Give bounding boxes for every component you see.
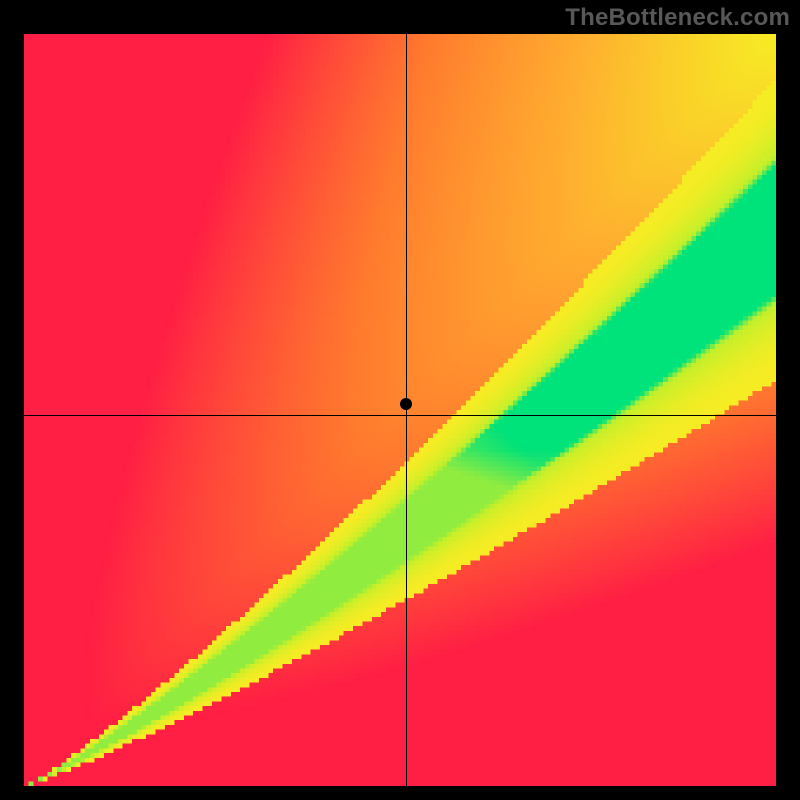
bottleneck-heatmap bbox=[24, 34, 776, 786]
crosshair-horizontal bbox=[24, 415, 776, 416]
watermark-text: TheBottleneck.com bbox=[565, 4, 790, 32]
chart-frame: TheBottleneck.com bbox=[0, 0, 800, 800]
crosshair-vertical bbox=[406, 34, 407, 786]
selected-point-marker bbox=[400, 398, 412, 410]
